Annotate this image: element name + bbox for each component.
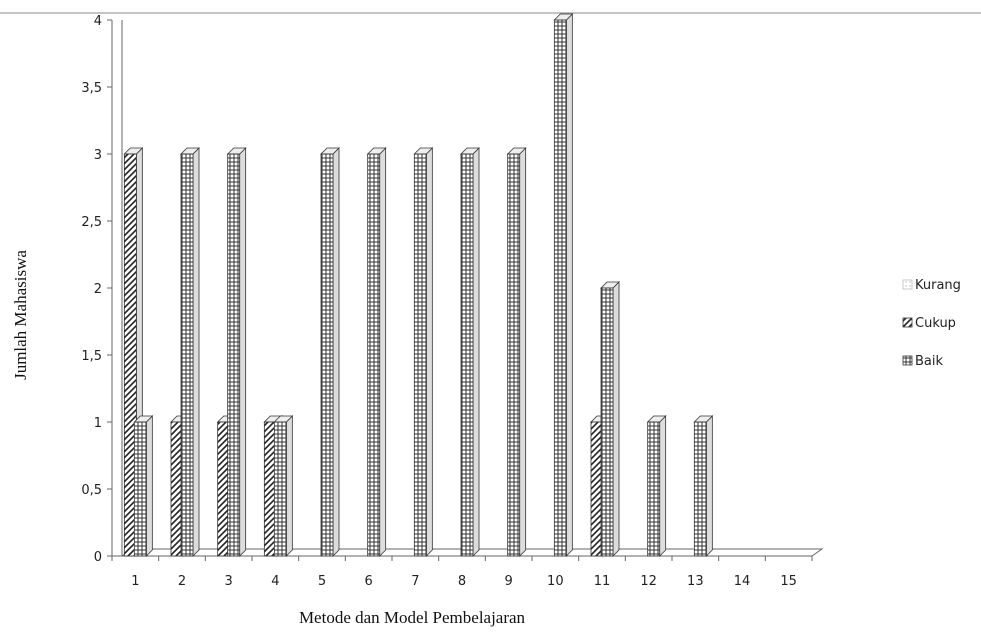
- x-tick-label: 3: [225, 574, 233, 589]
- y-tick-label: 3: [94, 148, 102, 163]
- bar-side: [659, 415, 667, 557]
- x-tick-label: 1: [131, 574, 139, 589]
- legend: Kurang Cukup Baik: [902, 278, 961, 369]
- bar-side: [145, 415, 153, 557]
- bar-side: [565, 13, 573, 557]
- bar-front: [413, 153, 427, 557]
- bar-front: [600, 287, 614, 557]
- legend-swatch-baik: [902, 355, 913, 366]
- bar-front: [320, 153, 334, 557]
- bar-front: [507, 153, 521, 557]
- legend-label-baik: Baik: [915, 354, 943, 369]
- bar-front: [367, 153, 381, 557]
- bar-side: [705, 415, 713, 557]
- bar-baik-2: [180, 147, 200, 557]
- bar-baik-12: [646, 415, 667, 557]
- y-tick-label: 0,5: [81, 483, 102, 498]
- y-tick-label: 1: [94, 416, 102, 431]
- bar-front: [123, 153, 137, 557]
- bar-baik-11: [600, 281, 620, 557]
- y-tick-label: 0: [94, 550, 102, 565]
- x-tick-label: 14: [734, 574, 751, 589]
- x-tick-label: 7: [411, 574, 419, 589]
- x-tick-label: 9: [505, 574, 513, 589]
- bar-side: [379, 147, 387, 557]
- bar-front: [273, 421, 287, 557]
- x-axis-title: Metode dan Model Pembelajaran: [299, 608, 526, 627]
- bar-baik-13: [693, 415, 714, 557]
- x-tick-label: 4: [271, 574, 279, 589]
- x-tick-label: 8: [458, 574, 466, 589]
- bar-front: [180, 153, 194, 557]
- bar-baik-4: [273, 415, 294, 557]
- x-tick-label: 10: [547, 574, 564, 589]
- bar-baik-6: [366, 147, 387, 557]
- y-tick-label: 1,5: [81, 349, 102, 364]
- x-tick-label: 12: [640, 574, 657, 589]
- bar-side: [332, 147, 340, 557]
- bar-side: [425, 147, 433, 557]
- x-tick-label: 6: [365, 574, 373, 589]
- bar-baik-8: [460, 147, 480, 557]
- bar-front: [553, 19, 567, 557]
- bar-side: [612, 281, 620, 557]
- legend-label-cukup: Cukup: [915, 316, 956, 331]
- y-tick-label: 2: [94, 282, 102, 297]
- bar-baik-9: [506, 147, 527, 557]
- y-axis-title: Jumlah Mahasiswa: [11, 250, 30, 380]
- y-tick-label: 4: [94, 14, 102, 29]
- bar-side: [519, 147, 527, 557]
- bars-group: [123, 13, 714, 557]
- y-axis-ticks: 0 0,5 1 1,5 2 2,5 3 3,5 4: [81, 14, 112, 565]
- bar-side: [192, 147, 200, 557]
- x-tick-label: 11: [594, 574, 611, 589]
- legend-label-kurang: Kurang: [915, 278, 961, 293]
- x-tick-label: 5: [318, 574, 326, 589]
- bar-baik-10: [553, 13, 574, 557]
- bar-side: [472, 147, 480, 557]
- x-axis-ticks: 1 2 3 4 5 6 7 8 9 10 11 12 13 14 15: [111, 556, 813, 589]
- bar-baik-7: [413, 147, 434, 557]
- legend-swatch-kurang: [902, 279, 913, 290]
- bar-baik-3: [226, 147, 247, 557]
- bar-side: [285, 415, 293, 557]
- bar-front: [133, 421, 147, 557]
- y-tick-label: 2,5: [81, 215, 102, 230]
- bar-front: [227, 153, 241, 557]
- bar-front: [460, 153, 474, 557]
- x-tick-label: 13: [687, 574, 704, 589]
- y-tick-label: 3,5: [81, 81, 102, 96]
- bar-baik-1: [133, 415, 154, 557]
- legend-swatch-cukup: [902, 317, 913, 328]
- bar-front: [647, 421, 661, 557]
- bar-baik-5: [320, 147, 340, 557]
- bar-front: [693, 421, 707, 557]
- x-tick-label: 15: [780, 574, 797, 589]
- x-tick-label: 2: [178, 574, 186, 589]
- bar-side: [239, 147, 247, 557]
